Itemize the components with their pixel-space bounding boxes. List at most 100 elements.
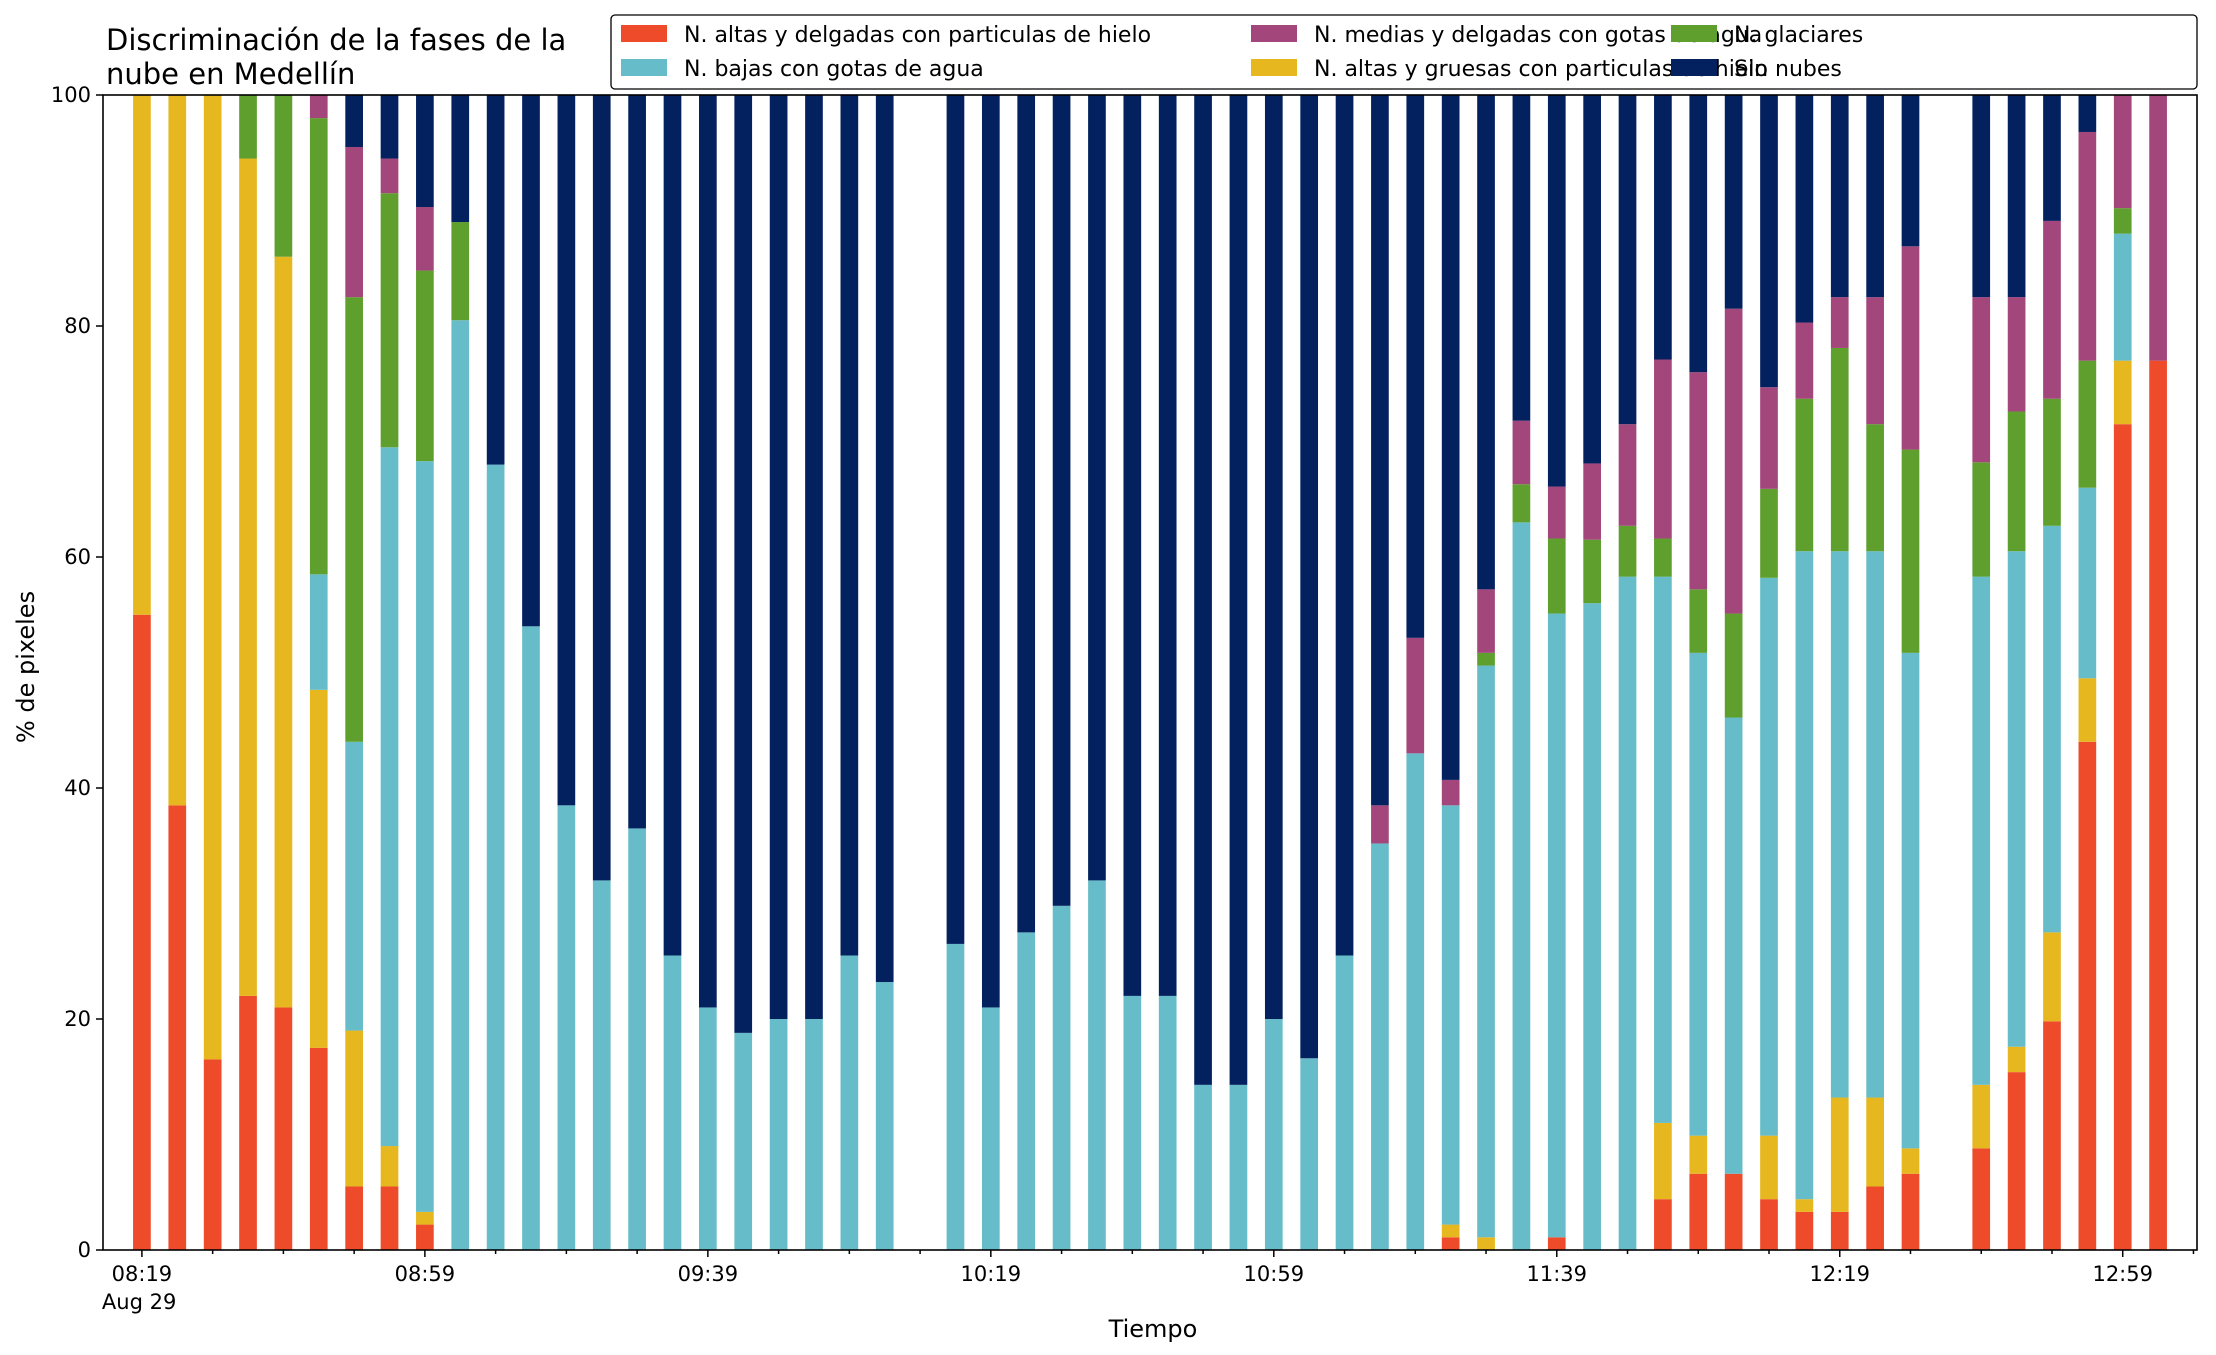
bar-segment-0819-s0 [133,614,151,1250]
bar-segment-0849-s3 [345,297,363,742]
chart-title-line-2: nube en Medellín [106,57,355,91]
bar-segment-1249-s5 [2043,95,2061,221]
bar-segment-1204-s3 [1724,613,1743,718]
x-tick-label: 10:19 [961,1262,1022,1286]
bar-segment-0959-s5 [840,95,859,956]
x-tick-label: 08:59 [395,1262,456,1286]
plot-frame [102,94,2198,1251]
bar-segment-1224-s4 [1866,297,1884,425]
bar-segment-0849-s2 [345,741,363,1031]
legend-swatch-3 [1671,25,1717,42]
bar-segment-1249-s1 [2043,932,2061,1022]
bar-segment-0949-s5 [769,95,788,1019]
bar-segment-0849-s1 [345,1030,363,1187]
bar-segment-1249-s0 [2043,1021,2061,1250]
bar-segment-1204-s4 [1724,308,1743,614]
bar-segment-1254-s2 [2078,487,2097,679]
bar-segment-0904-s2 [451,320,470,1251]
bar-segment-0844-s0 [309,1047,328,1251]
y-tick-label: 60 [64,545,91,569]
bar-segment-1229-s4 [1901,246,1920,450]
bar-segment-1244-s0 [2007,1072,2026,1250]
bar-segment-1224-s2 [1866,551,1884,1098]
bar-segment-1149-s3 [1618,525,1637,577]
bar-segment-1239-s3 [1972,462,1991,577]
bar-segment-0839-s0 [274,1007,293,1250]
bar-segment-0819-s1 [133,95,151,615]
bar-segment-1149-s2 [1618,576,1637,1250]
bar-segment-1029-s5 [1052,95,1071,906]
bar-segment-0944-s5 [734,95,753,1033]
bar-segment-1229-s1 [1901,1148,1920,1174]
bar-segment-1034-s5 [1088,95,1106,881]
bar-segment-1119-s5 [1406,95,1425,638]
bar-segment-1254-s4 [2078,131,2097,361]
bar-segment-1034-s2 [1088,880,1106,1250]
bar-segment-0839-s3 [274,95,293,257]
bar-segment-1144-s5 [1583,95,1601,464]
bar-segment-1254-s5 [2078,95,2097,132]
bar-segment-1244-s4 [2007,297,2026,412]
bar-segment-1119-s4 [1406,637,1425,754]
bar-segment-1204-s2 [1724,717,1743,1174]
bar-segment-0859-s3 [416,270,434,462]
bar-segment-1239-s2 [1972,576,1991,1085]
bar-segment-1239-s0 [1972,1148,1991,1250]
bar-segment-1239-s4 [1972,297,1991,463]
bar-segment-1214-s2 [1795,551,1814,1200]
bar-segment-1214-s3 [1795,398,1814,552]
x-tick-label: 11:39 [1527,1262,1588,1286]
bar-segment-1244-s2 [2007,551,2026,1047]
bar-segment-1119-s2 [1406,753,1425,1250]
bar-segment-0939-s5 [699,95,717,1008]
bar-segment-0849-s5 [345,95,363,147]
x-tick-label: 10:59 [1244,1262,1305,1286]
bar-segment-0904-s5 [451,95,470,223]
bar-segment-1134-s4 [1512,420,1531,485]
bar-segment-0954-s2 [805,1019,823,1250]
bar-segment-0944-s2 [734,1032,753,1250]
bar-segment-1244-s3 [2007,411,2026,552]
bar-segment-1104-s2 [1300,1058,1319,1250]
bar-segment-0844-s2 [309,574,328,690]
bar-segment-1014-s5 [946,95,965,944]
bar-segment-1229-s3 [1901,449,1920,653]
bar-segment-0834-s3 [239,95,257,159]
bar-segment-1049-s2 [1194,1084,1212,1250]
bar-segment-1144-s2 [1583,603,1601,1250]
bar-segment-1159-s3 [1689,589,1708,653]
bar-segment-1129-s3 [1477,652,1495,666]
bar-segment-1134-s2 [1512,522,1531,1250]
bar-segment-0929-s5 [628,95,646,829]
legend-swatch-5 [1671,59,1717,76]
bar-segment-1154-s4 [1654,359,1672,539]
bar-segment-1219-s4 [1830,297,1849,348]
bar-segment-1014-s2 [946,943,965,1250]
bar-segment-1159-s2 [1689,652,1708,1136]
bar-segment-1139-s5 [1547,95,1566,487]
bar-segment-0859-s4 [416,207,434,271]
bar-segment-1059-s2 [1264,1019,1283,1250]
bar-segment-1044-s5 [1158,95,1177,996]
bar-segment-0919-s5 [557,95,576,806]
legend-swatch-1 [1251,59,1297,76]
bar-segment-1239-s5 [1972,95,1991,298]
bar-segment-1049-s5 [1194,95,1212,1085]
bar-segment-1159-s4 [1689,372,1708,590]
bar-segment-1124-s1 [1441,1224,1460,1238]
bar-segment-0834-s1 [239,158,257,996]
bar-segment-1249-s3 [2043,398,2061,526]
bar-segment-1159-s5 [1689,95,1708,373]
bar-segment-1044-s2 [1158,995,1177,1250]
bar-segment-0829-s1 [203,95,222,1060]
bar-segment-0849-s0 [345,1186,363,1250]
bar-segment-1134-s5 [1512,95,1531,421]
bar-segment-0934-s5 [663,95,682,956]
y-tick-label: 80 [64,314,91,338]
x-axis-label: Tiempo [1108,1315,1198,1343]
bar-segment-1114-s2 [1371,843,1389,1250]
bar-segment-0929-s2 [628,828,646,1250]
bar-segment-1124-s0 [1441,1237,1460,1250]
bar-segment-1304-s0 [2149,360,2167,1250]
x-tick-label: 12:59 [2092,1262,2153,1286]
